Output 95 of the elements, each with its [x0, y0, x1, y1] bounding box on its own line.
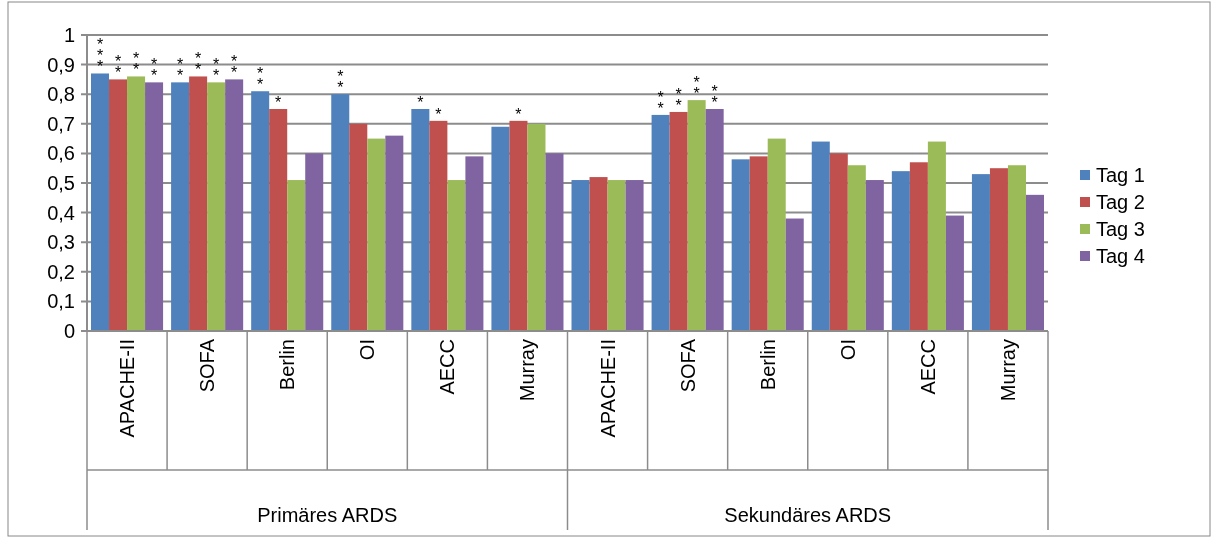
data-label: ** — [693, 74, 700, 103]
data-label: * — [515, 105, 522, 123]
text: Primäres ARDS — [257, 504, 398, 526]
bar — [91, 73, 110, 331]
bar — [429, 120, 448, 331]
bar — [109, 79, 128, 331]
y-tick-label: 0,4 — [47, 201, 75, 224]
y-tick-label: 0,8 — [47, 83, 75, 106]
y-tick-label: 0,2 — [47, 260, 75, 283]
x-tick-label: Berlin — [756, 339, 779, 391]
legend-label: Tag 2 — [1096, 191, 1145, 213]
x-tick-label: SOFA — [196, 338, 219, 393]
x-tick-label: AECC — [916, 339, 939, 395]
bar — [509, 120, 528, 331]
bar — [465, 156, 484, 331]
bar — [749, 156, 768, 331]
data-label: * * — [675, 85, 682, 114]
bar — [927, 141, 946, 331]
data-label: * — [275, 94, 282, 111]
data-label: ** — [176, 56, 184, 85]
bar — [651, 114, 670, 331]
x-tick-label: SOFA — [676, 338, 699, 393]
x-tick-label: OI — [356, 339, 379, 361]
x-tick-label: Murray — [516, 339, 539, 402]
bar — [411, 109, 430, 331]
data-label: ** — [195, 50, 202, 79]
data-label: ** — [257, 65, 264, 94]
x-tick-label: APACHE-II — [116, 339, 139, 438]
x-tick-label: APACHE-II — [596, 339, 619, 438]
bar — [447, 180, 466, 331]
bar — [571, 180, 590, 331]
bar — [305, 153, 324, 331]
data-label: *** — [96, 36, 104, 76]
legend-label: Tag 4 — [1096, 245, 1145, 267]
bar — [865, 180, 884, 331]
bar — [909, 162, 928, 331]
bar — [731, 159, 750, 331]
y-tick-label: 0,1 — [47, 290, 75, 313]
bar — [1025, 194, 1044, 331]
bar — [189, 76, 208, 331]
bar — [491, 126, 510, 331]
bar — [589, 177, 608, 331]
x-tick-label: OI — [836, 339, 859, 361]
bar — [145, 82, 164, 331]
bar — [367, 138, 386, 331]
data-label: ** — [337, 68, 344, 97]
legend-label: Tag 3 — [1096, 218, 1145, 240]
y-tick-label: 0,6 — [47, 142, 75, 165]
text: Sekundäres ARDS — [724, 504, 892, 526]
legend-label: Tag 1 — [1096, 164, 1145, 186]
data-label: ** — [213, 56, 220, 85]
data-label: ** — [114, 53, 122, 82]
x-tick-label: Berlin — [276, 339, 299, 391]
bar — [945, 215, 964, 331]
bar — [971, 174, 990, 331]
bar — [331, 94, 350, 331]
bar — [385, 135, 404, 331]
data-label: * * — [711, 83, 718, 111]
data-label: ** — [132, 50, 140, 79]
bar — [687, 100, 706, 331]
bar — [1007, 165, 1026, 331]
bar — [767, 138, 786, 331]
bar — [705, 109, 724, 331]
bar — [545, 153, 564, 331]
x-tick-label: AECC — [436, 339, 459, 395]
y-tick-label: 1 — [63, 24, 75, 46]
bar — [847, 165, 866, 331]
bar — [607, 180, 626, 331]
bar — [811, 141, 830, 331]
x-tick-label: Murray — [996, 339, 1019, 402]
bar — [207, 82, 226, 331]
bar — [349, 123, 368, 331]
bar — [171, 82, 190, 331]
y-tick-label: 0,3 — [47, 231, 75, 254]
bar — [989, 168, 1008, 331]
bar — [891, 171, 910, 331]
bar — [669, 111, 688, 331]
data-label: ** — [657, 88, 664, 117]
y-tick-label: 0,5 — [47, 172, 75, 194]
data-label: ** — [231, 53, 238, 82]
data-label: * — [417, 94, 424, 111]
y-tick-label: 0,7 — [47, 112, 75, 135]
bar — [785, 218, 804, 331]
y-tick-label: 0 — [63, 320, 75, 342]
bar — [127, 76, 146, 331]
bar — [625, 180, 644, 331]
bar — [269, 109, 288, 331]
bar — [527, 123, 546, 331]
data-label: * — [435, 105, 442, 123]
y-tick-label: 0,9 — [47, 53, 75, 76]
bar — [225, 79, 244, 331]
bar — [829, 153, 848, 331]
bar — [251, 91, 270, 331]
data-label: ** — [150, 56, 158, 85]
bar — [287, 180, 306, 331]
